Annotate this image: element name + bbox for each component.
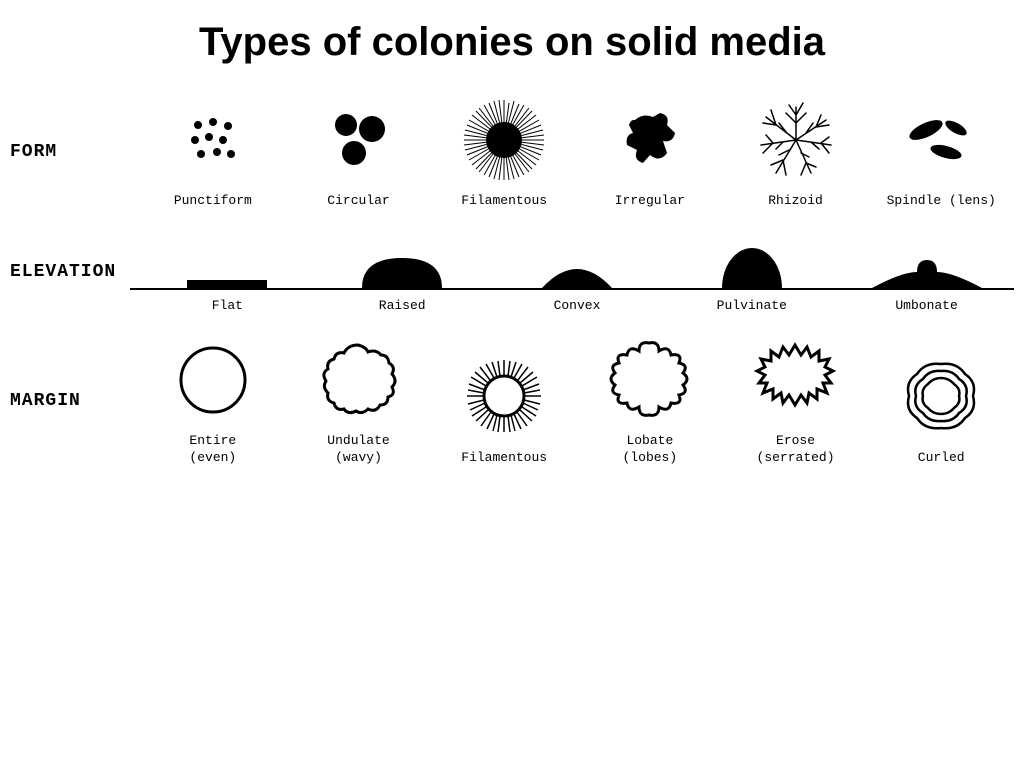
colony-chart: FORM Punctiform <box>0 95 1024 467</box>
item-pulvinate: Pulvinate <box>664 230 839 315</box>
item-filamentous-form: Filamentous <box>431 95 577 210</box>
row-items-form: Punctiform Circular <box>140 95 1014 210</box>
label-convex: Convex <box>554 298 601 315</box>
label-circular: Circular <box>327 193 389 210</box>
label-entire: Entire (even) <box>189 433 236 467</box>
item-erose: Erose (serrated) <box>723 335 869 467</box>
label-rhizoid: Rhizoid <box>768 193 823 210</box>
item-undulate: Undulate (wavy) <box>286 335 432 467</box>
label-curled: Curled <box>918 450 965 467</box>
row-form: FORM Punctiform <box>10 95 1014 210</box>
irregular-icon <box>615 105 685 175</box>
curled-icon <box>899 354 984 439</box>
lobate-icon <box>607 337 692 422</box>
item-flat: Flat <box>140 230 315 315</box>
item-entire: Entire (even) <box>140 335 286 467</box>
label-erose: Erose (serrated) <box>757 433 835 467</box>
item-spindle: Spindle (lens) <box>868 95 1014 210</box>
flat-icon <box>172 230 282 290</box>
label-filamentous-form: Filamentous <box>461 193 547 210</box>
umbonate-icon <box>862 230 992 290</box>
item-raised: Raised <box>315 230 490 315</box>
item-punctiform: Punctiform <box>140 95 286 210</box>
label-spindle: Spindle (lens) <box>887 193 996 210</box>
item-filamentous-margin: Filamentous <box>431 335 577 467</box>
rhizoid-icon <box>751 95 841 185</box>
entire-icon <box>173 340 253 420</box>
label-undulate: Undulate (wavy) <box>327 433 389 467</box>
item-convex: Convex <box>490 230 665 315</box>
label-raised: Raised <box>379 298 426 315</box>
item-lobate: Lobate (lobes) <box>577 335 723 467</box>
undulate-icon <box>316 337 401 422</box>
label-umbonate: Umbonate <box>895 298 957 315</box>
spindle-icon <box>901 110 981 170</box>
elevation-baseline <box>130 288 1014 290</box>
raised-icon <box>342 230 462 290</box>
row-margin: MARGIN Entire (even) Undulate (wavy) <box>10 335 1014 467</box>
erose-icon <box>753 337 838 422</box>
pulvinate-icon <box>697 230 807 290</box>
convex-icon <box>517 230 637 290</box>
item-circular: Circular <box>286 95 432 210</box>
filamentous-form-icon <box>459 95 549 185</box>
row-elevation: ELEVATION Flat Raised <box>10 230 1014 315</box>
item-irregular: Irregular <box>577 95 723 210</box>
item-rhizoid: Rhizoid <box>723 95 869 210</box>
label-flat: Flat <box>212 298 243 315</box>
label-irregular: Irregular <box>615 193 685 210</box>
filamentous-margin-icon <box>462 354 547 439</box>
row-items-margin: Entire (even) Undulate (wavy) <box>140 335 1014 467</box>
row-label-elevation: ELEVATION <box>10 262 140 282</box>
row-label-form: FORM <box>10 142 140 162</box>
item-curled: Curled <box>868 335 1014 467</box>
item-umbonate: Umbonate <box>839 230 1014 315</box>
label-filamentous-margin: Filamentous <box>461 450 547 467</box>
row-label-margin: MARGIN <box>10 391 140 411</box>
punctiform-icon <box>183 110 243 170</box>
row-items-elevation: Flat Raised Convex <box>140 230 1014 315</box>
circular-icon <box>324 105 394 175</box>
label-lobate: Lobate (lobes) <box>623 433 678 467</box>
label-pulvinate: Pulvinate <box>717 298 787 315</box>
page-title: Types of colonies on solid media <box>0 20 1024 65</box>
label-punctiform: Punctiform <box>174 193 252 210</box>
